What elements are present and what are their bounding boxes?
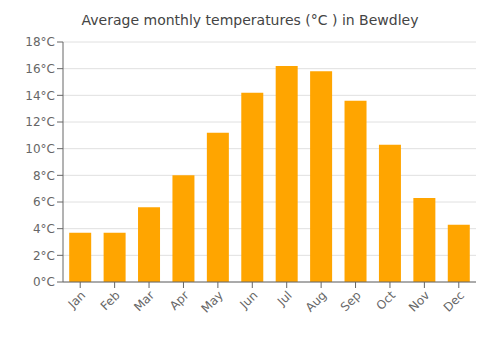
svg-text:Oct: Oct: [374, 288, 399, 313]
svg-text:Jun: Jun: [237, 288, 261, 312]
svg-text:May: May: [199, 288, 226, 315]
svg-text:Dec: Dec: [441, 288, 467, 314]
svg-text:Jul: Jul: [274, 288, 295, 309]
svg-text:10°C: 10°C: [25, 142, 55, 156]
svg-text:16°C: 16°C: [25, 62, 55, 76]
svg-text:2°C: 2°C: [33, 249, 55, 263]
svg-text:Nov: Nov: [406, 288, 432, 314]
html-text:Average monthly temperatures (: Average monthly temperatures (°C ) in Be…: [81, 12, 419, 28]
svg-text:Jan: Jan: [65, 288, 89, 312]
svg-text:Sep: Sep: [338, 288, 364, 314]
svg-text:8°C: 8°C: [33, 169, 55, 183]
svg-text:0°C: 0°C: [33, 275, 55, 289]
svg-text:6°C: 6°C: [33, 195, 55, 209]
svg-text:4°C: 4°C: [33, 222, 55, 236]
svg-text:Feb: Feb: [98, 288, 123, 313]
svg-text:12°C: 12°C: [25, 115, 55, 129]
svg-text:Apr: Apr: [167, 288, 192, 313]
svg-text:14°C: 14°C: [25, 89, 55, 103]
svg-text:Mar: Mar: [131, 288, 157, 314]
svg-text:Aug: Aug: [303, 288, 329, 314]
svg-text:18°C: 18°C: [25, 35, 55, 49]
